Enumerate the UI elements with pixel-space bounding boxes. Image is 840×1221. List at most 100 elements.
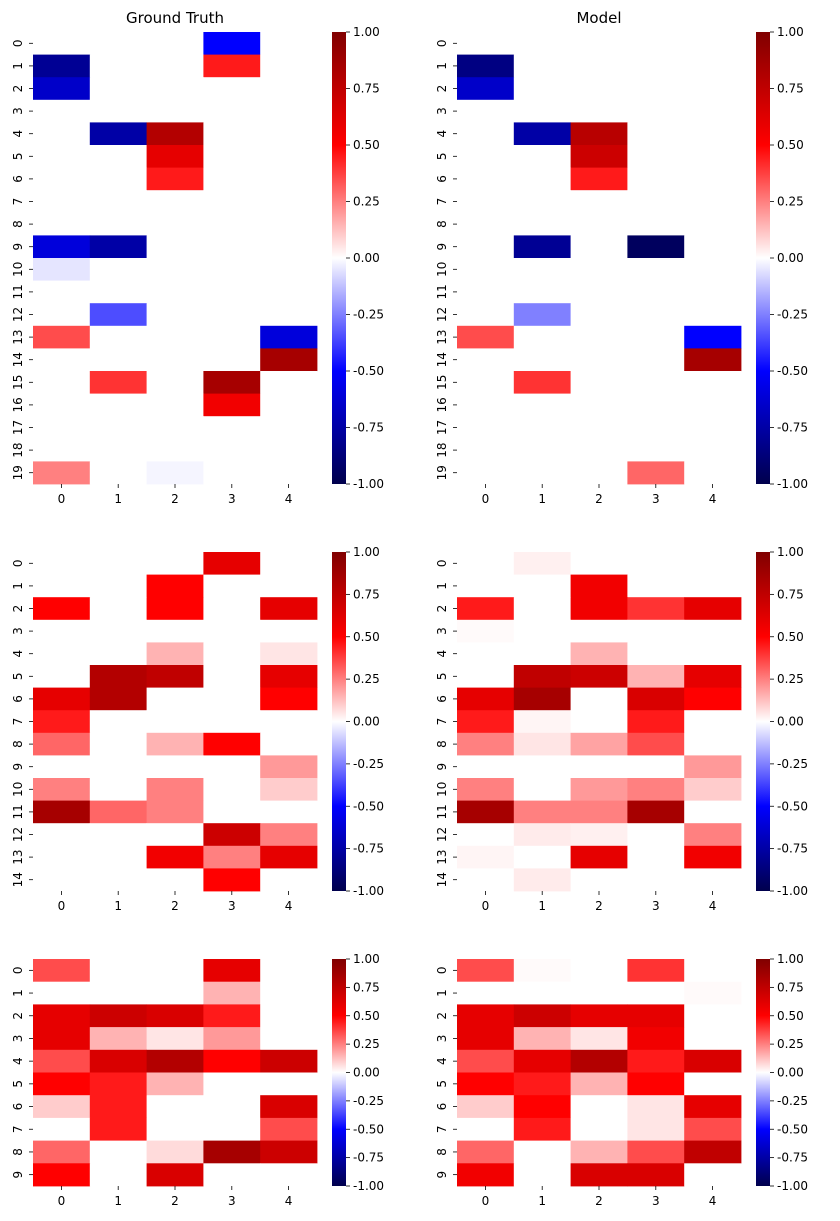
heatmap-cell (89, 868, 147, 892)
y-tick-label: 15 (11, 375, 25, 390)
colorbar-tick-label: 0.25 (353, 195, 380, 209)
heatmap-cell (33, 1027, 91, 1051)
colorbar-tick-label: 0.50 (777, 1009, 804, 1023)
colorbar-tick-label: 0.00 (353, 715, 380, 729)
heatmap-cell (684, 642, 742, 666)
heatmap-cell (627, 1072, 685, 1096)
heatmap-cell (627, 710, 685, 734)
heatmap-cell (684, 212, 742, 236)
heatmap-cell (146, 1004, 204, 1028)
x-tick-label: 0 (482, 899, 490, 913)
heatmap-cell (513, 710, 571, 734)
heatmap-cell (89, 574, 147, 598)
y-tick-label: 3 (435, 107, 449, 115)
y-tick-label: 12 (435, 307, 449, 322)
y-tick-label: 14 (11, 872, 25, 887)
heatmap-cell (457, 868, 515, 892)
heatmap-panel: 0 1 2 3 4 5 6 7 8 9 0 1 2 3 4 1.00 0.75 0.50 0.25 0.00 -0.25… (435, 952, 808, 1208)
heatmap-cell (684, 552, 742, 575)
y-tick-label: 5 (435, 672, 449, 680)
heatmap-cell (513, 619, 571, 643)
y-tick-label: 7 (435, 198, 449, 206)
y-tick-label: 1 (435, 989, 449, 997)
heatmap-cell (260, 371, 318, 394)
x-tick-label: 4 (709, 492, 717, 506)
heatmap-cell (203, 552, 261, 575)
heatmap-cell (33, 710, 91, 734)
heatmap-cell (146, 348, 204, 372)
y-tick-label: 9 (11, 763, 25, 771)
x-tick-label: 3 (652, 899, 660, 913)
y-tick-label: 12 (435, 827, 449, 842)
heatmap-cell (627, 732, 685, 756)
heatmap-cell (513, 145, 571, 168)
heatmap-cell (457, 167, 515, 191)
heatmap-cell (457, 145, 515, 168)
heatmap-cell (513, 1049, 571, 1073)
heatmap-cell (260, 1004, 318, 1028)
y-tick-label: 8 (435, 220, 449, 228)
x-tick-label: 0 (482, 492, 490, 506)
heatmap-cell (570, 348, 628, 372)
heatmap-cell (684, 868, 742, 892)
heatmap-cell (627, 235, 685, 259)
heatmap-cell (457, 778, 515, 801)
y-tick-label: 6 (435, 175, 449, 183)
heatmap-cell (570, 280, 628, 304)
heatmap-cell (146, 823, 204, 847)
heatmap-cell (203, 32, 261, 55)
heatmap-cell (570, 1004, 628, 1028)
heatmap-cell (89, 122, 147, 146)
heatmap-cell (513, 1163, 571, 1187)
heatmap-cell (89, 1140, 147, 1164)
y-tick-label: 8 (435, 1148, 449, 1156)
y-tick-label: 0 (11, 39, 25, 47)
heatmap-cell (513, 99, 571, 123)
heatmap-cell (89, 303, 147, 327)
heatmap-cell (89, 642, 147, 666)
heatmap-cell (513, 868, 571, 892)
heatmap-cell (33, 54, 91, 78)
heatmap-cell (146, 642, 204, 666)
colorbar-tick-label: -0.75 (777, 1151, 808, 1165)
heatmap-cell (570, 122, 628, 146)
y-tick-label: 9 (435, 763, 449, 771)
heatmap-cell (457, 325, 515, 349)
heatmap-cell (89, 212, 147, 236)
y-tick-label: 12 (11, 307, 25, 322)
heatmap-cell (570, 438, 628, 462)
heatmap-cell (203, 981, 261, 1005)
y-tick-label: 3 (11, 107, 25, 115)
colorbar-tick-label: -0.25 (353, 757, 384, 771)
heatmap-cell (33, 732, 91, 756)
heatmap-cell (203, 619, 261, 643)
heatmap-cell (33, 1095, 91, 1119)
heatmap-cell (684, 416, 742, 440)
heatmap-cell (203, 845, 261, 869)
y-tick-label: 9 (11, 243, 25, 251)
y-tick-label: 9 (11, 1171, 25, 1179)
heatmap-cell (570, 959, 628, 983)
heatmap-cell (627, 303, 685, 327)
heatmap-cell (146, 145, 204, 168)
y-tick-label: 0 (435, 967, 449, 975)
x-tick-label: 2 (171, 899, 179, 913)
y-tick-label: 15 (435, 375, 449, 390)
heatmap-cell (570, 393, 628, 417)
heatmap-cell (89, 145, 147, 168)
heatmap-cell (684, 845, 742, 869)
y-tick-label: 2 (435, 605, 449, 613)
heatmap-cell (260, 619, 318, 643)
heatmap-cell (513, 461, 571, 485)
colorbar-tick-label: 0.50 (777, 138, 804, 152)
y-tick-label: 10 (435, 782, 449, 797)
x-tick-label: 4 (285, 1194, 293, 1208)
heatmap-cell (33, 461, 91, 485)
heatmap-cell (89, 597, 147, 621)
heatmap-cell (513, 574, 571, 598)
y-tick-label: 8 (11, 1148, 25, 1156)
heatmap-cell (570, 54, 628, 78)
y-tick-label: 5 (11, 672, 25, 680)
heatmap-cell (89, 393, 147, 417)
heatmap-cell (570, 845, 628, 869)
